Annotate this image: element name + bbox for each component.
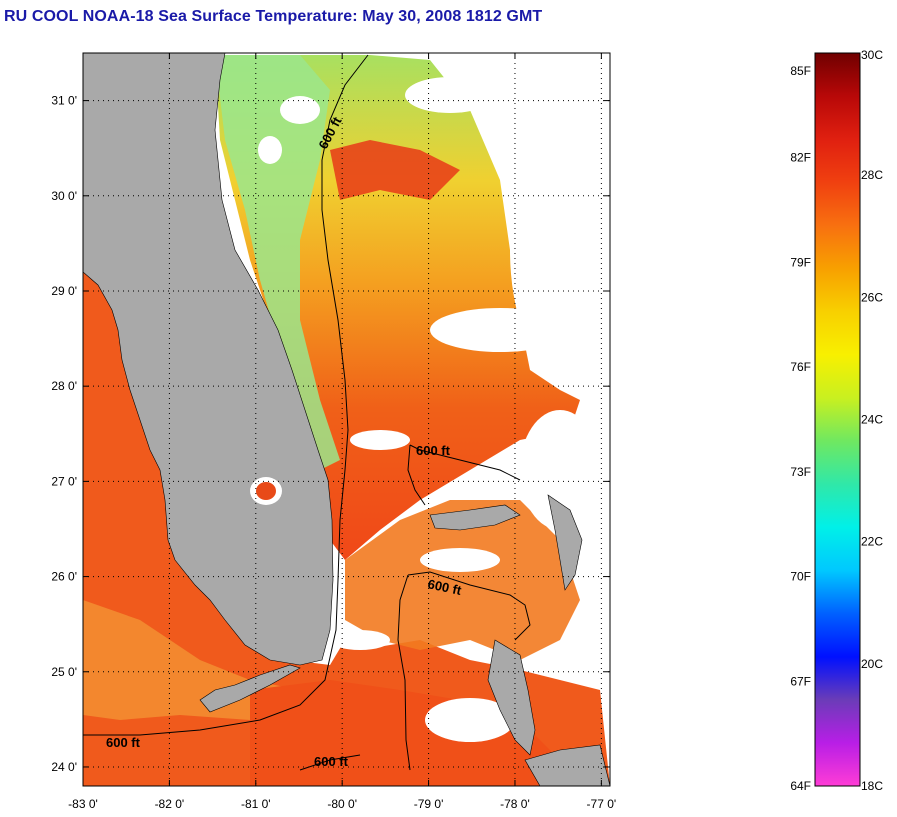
- page-title: RU COOL NOAA-18 Sea Surface Temperature:…: [4, 8, 543, 25]
- contour-label-grand-bahama: 600 ft: [416, 443, 451, 458]
- gulf-water: [83, 270, 610, 786]
- lake-okeechobee-water: [256, 482, 276, 500]
- graticule: [83, 53, 610, 786]
- colorbar-celsius-label: 28C: [861, 168, 883, 182]
- colorbar-fahrenheit-label: 79F: [790, 255, 811, 269]
- andros-island: [487, 639, 536, 756]
- sst-map-area: [83, 53, 610, 786]
- lon-tick-label: -82 0': [155, 797, 185, 811]
- warm-core-patch: [330, 140, 460, 200]
- colorbar-fahrenheit-label: 76F: [790, 360, 811, 374]
- colorbar-fahrenheit-label: 70F: [790, 570, 811, 584]
- colorbar-gradient: [814, 52, 861, 787]
- lon-tick-label: -81 0': [241, 797, 271, 811]
- lat-tick-label: 28 0': [51, 379, 77, 393]
- latitude-axis: 31 0' 30 0' 29 0' 28 0' 27 0' 26 0' 25 0' 24 0': [51, 94, 610, 774]
- lat-tick-label: 24 0': [51, 760, 77, 774]
- colorbar-celsius-label: 20C: [861, 657, 883, 671]
- lat-tick-label: 25 0': [51, 665, 77, 679]
- colorbar-celsius-label: 18C: [861, 779, 883, 793]
- florida-keys: [199, 664, 301, 713]
- cloud-masks: [258, 77, 610, 742]
- contour-label-bahamas-bank: 600 ft: [426, 576, 463, 598]
- florida-land: [83, 53, 334, 666]
- colorbar-celsius-labels: 30C 28C 26C 24C 22C 20C 18C: [861, 48, 883, 793]
- lat-tick-label: 27 0': [51, 474, 77, 488]
- contour-label-straits: 600 ft: [314, 754, 349, 769]
- map-frame: [82, 52, 611, 787]
- colorbar-fahrenheit-label: 64F: [790, 779, 811, 793]
- colorbar-celsius-label: 26C: [861, 290, 883, 304]
- lon-tick-label: -78 0': [500, 797, 530, 811]
- colorbar-fahrenheit-labels: 85F 82F 79F 76F 73F 70F 67F 64F: [790, 64, 811, 793]
- straits-water: [250, 680, 560, 786]
- lat-tick-label: 26 0': [51, 570, 77, 584]
- colorbar-celsius-label: 30C: [861, 48, 883, 62]
- lat-tick-label: 31 0': [51, 94, 77, 108]
- lon-tick-label: -79 0': [414, 797, 444, 811]
- bahamas-water: [345, 500, 580, 660]
- colorbar: 85F 82F 79F 76F 73F 70F 67F 64F 30C 28C 26C 24C 22C…: [790, 48, 883, 793]
- cool-nearshore-band: [215, 55, 340, 470]
- colorbar-fahrenheit-label: 85F: [790, 64, 811, 78]
- colorbar-celsius-label: 22C: [861, 535, 883, 549]
- lat-tick-label: 29 0': [51, 284, 77, 298]
- colorbar-celsius-label: 24C: [861, 413, 883, 427]
- contour-label-keys: 600 ft: [106, 735, 141, 750]
- abaco-island: [547, 494, 583, 591]
- colorbar-fahrenheit-label: 73F: [790, 465, 811, 479]
- cuba-edge: [524, 744, 610, 786]
- colorbar-fahrenheit-label: 82F: [790, 151, 811, 165]
- lon-tick-label: -77 0': [587, 797, 617, 811]
- longitude-axis: -83 0' -82 0' -81 0' -80 0' -79 0' -78 0' -77 …: [68, 53, 616, 811]
- lon-tick-label: -83 0': [68, 797, 98, 811]
- isobath-600ft: [83, 54, 531, 771]
- lon-tick-label: -80 0': [327, 797, 357, 811]
- colorbar-fahrenheit-label: 67F: [790, 674, 811, 688]
- lat-tick-label: 30 0': [51, 189, 77, 203]
- grand-bahama-island: [429, 504, 521, 531]
